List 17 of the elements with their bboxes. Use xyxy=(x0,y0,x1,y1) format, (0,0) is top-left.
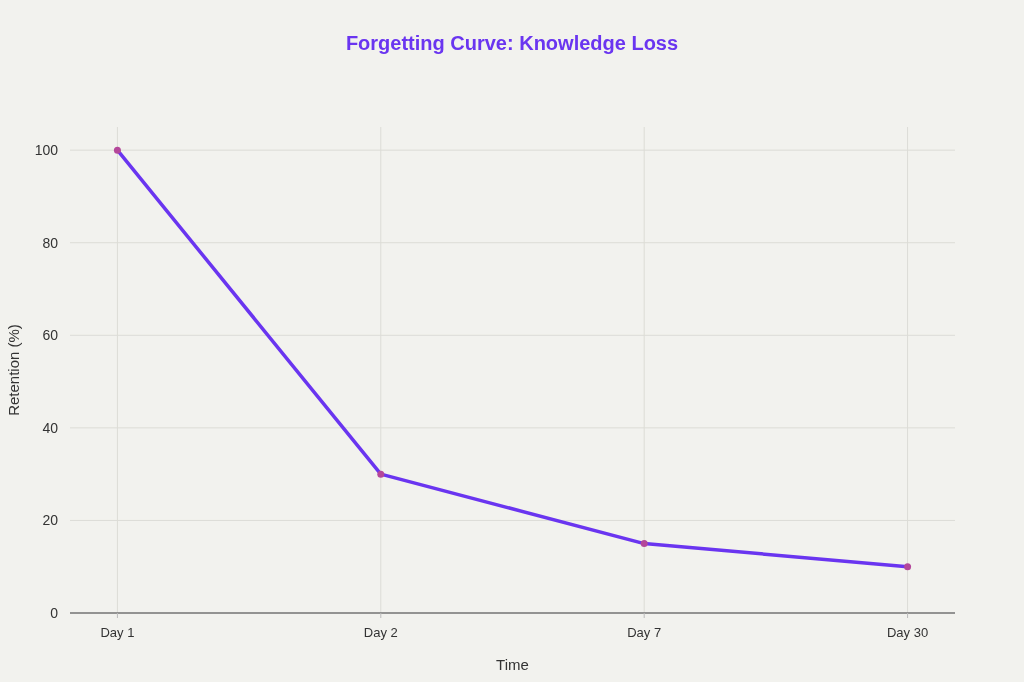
point xyxy=(113,146,121,154)
y-tick-label: 60 xyxy=(42,327,59,344)
y-tick-label: 40 xyxy=(42,419,59,436)
x-tick-label: Day 2 xyxy=(363,625,398,640)
x-tick-label: Day 30 xyxy=(886,625,929,640)
y-axis-title: Retention (%) xyxy=(5,324,22,416)
point xyxy=(904,563,912,571)
y-tick-label: 80 xyxy=(42,234,59,251)
point xyxy=(640,540,648,548)
x-tick-label: Day 1 xyxy=(100,625,135,640)
x-axis-title: Time xyxy=(496,656,529,673)
x-tick-label: Day 7 xyxy=(627,625,662,640)
y-tick-label: 100 xyxy=(34,142,59,159)
y-tick-label: 20 xyxy=(42,512,59,529)
point xyxy=(377,470,385,478)
chart-title: Forgetting Curve: Knowledge Loss xyxy=(345,32,679,54)
y-tick-label: 0 xyxy=(50,604,59,621)
